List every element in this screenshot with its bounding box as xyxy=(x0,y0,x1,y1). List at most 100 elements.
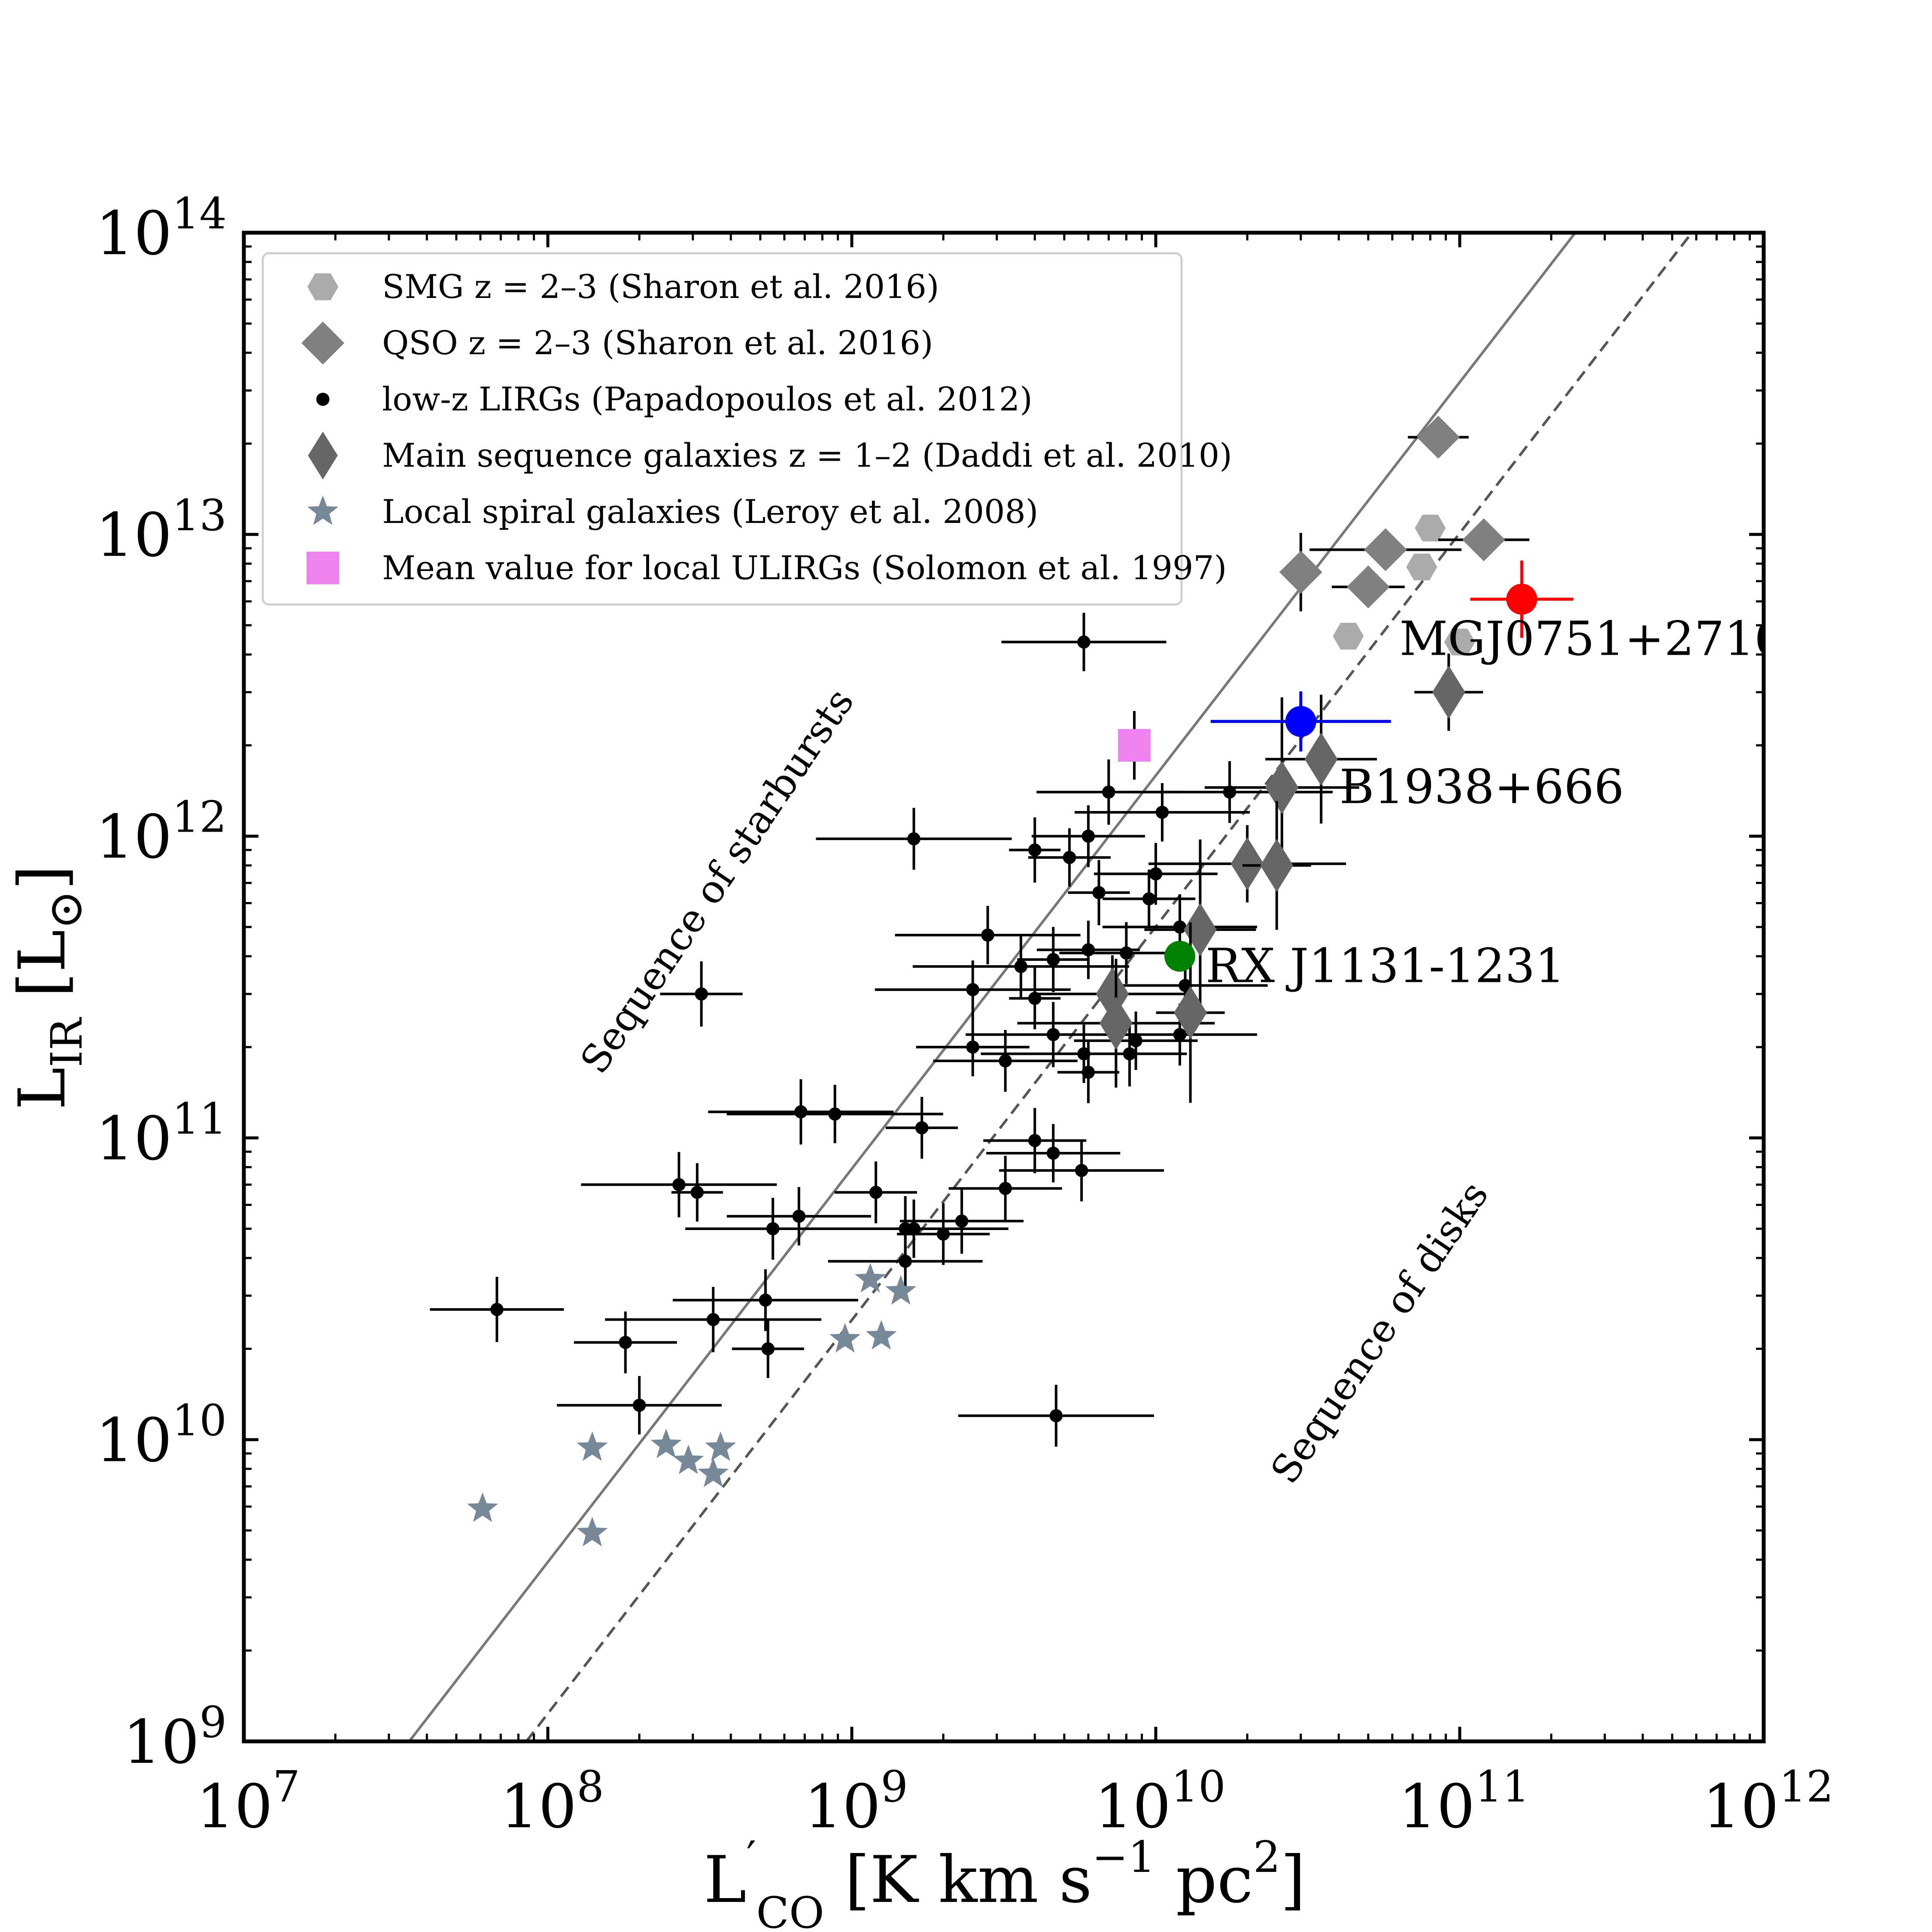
lowz-point-40 xyxy=(766,1222,780,1236)
starburst-sequence-line xyxy=(408,233,1577,1741)
lowz-point-21 xyxy=(966,1040,980,1054)
legend-label-1: QSO z = 2–3 (Sharon et al. 2016) xyxy=(382,324,933,362)
qso-point-4 xyxy=(1346,565,1390,609)
lowz-point-28 xyxy=(1173,1028,1187,1042)
ytick-label-5: 1014 xyxy=(96,188,227,269)
ytick-label-2: 1011 xyxy=(96,1094,227,1174)
legend-label-4: Local spiral galaxies (Leroy et al. 2008… xyxy=(382,492,1038,531)
xtick-label-4: 1011 xyxy=(1398,1762,1529,1842)
local-point-9 xyxy=(467,1492,498,1522)
lowz-point-46 xyxy=(759,1293,772,1307)
lowz-point-13 xyxy=(1014,960,1028,973)
main-point-5 xyxy=(1184,903,1217,957)
legend-box xyxy=(261,252,1183,606)
local-point-2 xyxy=(829,1323,861,1353)
xtick-label-2: 109 xyxy=(804,1762,908,1842)
lowz-point-39 xyxy=(792,1209,806,1223)
lowz-point-29 xyxy=(794,1105,808,1119)
mean-point-0 xyxy=(1118,729,1151,762)
lowz-point-18 xyxy=(966,983,980,996)
legend-marker-3 xyxy=(308,431,338,480)
lowz-point-50 xyxy=(490,1303,504,1316)
local-point-5 xyxy=(650,1428,682,1458)
xtick-label-5: 1012 xyxy=(1702,1762,1833,1842)
legend-marker-4 xyxy=(307,495,339,525)
main-point-1 xyxy=(1304,732,1338,786)
mgj07512716-point-0 xyxy=(1506,583,1537,615)
local-point-1 xyxy=(885,1275,917,1305)
label-rx-j1131-1231: RX J1131-1231 xyxy=(1206,938,1565,993)
legend-label-5: Mean value for local ULIRGs (Solomon et … xyxy=(382,549,1227,587)
lowz-point-1 xyxy=(907,832,920,846)
lowz-point-2 xyxy=(1028,843,1042,857)
legend-label-0: SMG z = 2–3 (Sharon et al. 2016) xyxy=(382,267,939,306)
lowz-point-11 xyxy=(1173,920,1187,934)
ytick-label-3: 1012 xyxy=(96,792,227,872)
lowz-point-10 xyxy=(1149,867,1163,881)
ytick-label-1: 1010 xyxy=(96,1395,227,1476)
legend-label-2: low-z LIRGs (Papadopoulos et al. 2012) xyxy=(382,380,1033,418)
lowz-point-36 xyxy=(690,1185,704,1199)
lowz-point-6 xyxy=(1155,805,1169,819)
legend-marker-5 xyxy=(307,552,339,584)
lowz-point-47 xyxy=(706,1313,720,1326)
lowz-point-33 xyxy=(1046,1146,1060,1160)
lowz-point-48 xyxy=(761,1342,775,1355)
lowz-point-43 xyxy=(936,1227,950,1241)
lowz-point-30 xyxy=(828,1107,841,1121)
xtick-label-3: 1010 xyxy=(1094,1762,1225,1842)
main-point-0 xyxy=(1432,665,1465,719)
qso-point-2 xyxy=(1462,518,1506,562)
lowz-point-7 xyxy=(1223,785,1236,799)
lowz-point-5 xyxy=(1102,785,1115,799)
lowz-point-26 xyxy=(1123,1047,1136,1060)
lowz-point-3 xyxy=(1063,851,1076,864)
smg-point-2 xyxy=(1333,623,1364,650)
main-point-8 xyxy=(1174,986,1207,1039)
qso-point-0 xyxy=(1417,416,1460,459)
lowz-point-25 xyxy=(1081,1066,1095,1079)
local-point-0 xyxy=(854,1263,886,1293)
local-point-8 xyxy=(698,1458,729,1487)
y-axis-label: LIR [L⊙] xyxy=(5,865,93,1110)
lowz-point-35 xyxy=(672,1178,686,1191)
xtick-label-0: 107 xyxy=(196,1762,300,1842)
main-point-2 xyxy=(1265,761,1299,814)
lowz-point-49 xyxy=(619,1336,632,1349)
lowz-point-45 xyxy=(899,1255,912,1268)
lowz-point-0 xyxy=(1077,635,1091,649)
axes-frame xyxy=(242,231,1766,1744)
main-point-4 xyxy=(1260,838,1294,892)
lowz-point-15 xyxy=(1081,943,1095,957)
legend-marker-0 xyxy=(307,273,338,301)
xtick-label-1: 108 xyxy=(500,1762,604,1842)
smg-point-1 xyxy=(1406,553,1437,580)
lowz-point-38 xyxy=(999,1182,1012,1195)
ytick-label-4: 1013 xyxy=(96,490,227,571)
lowz-point-52 xyxy=(1049,1409,1063,1422)
legend-marker-2 xyxy=(316,392,330,406)
main-point-7 xyxy=(1099,996,1133,1050)
qso-point-1 xyxy=(1364,528,1407,571)
lowz-point-17 xyxy=(1179,979,1192,992)
lowz-point-34 xyxy=(1075,1163,1088,1177)
lowz-point-16 xyxy=(1120,946,1133,960)
axes: 107 108 109 1010 1011 1012 109 1010 1011 1012 1013… xyxy=(5,188,1834,1932)
label-mgj0751-2716: MGJ0751+2716 xyxy=(1400,611,1785,666)
lowz-point-44 xyxy=(955,1214,969,1228)
local-point-3 xyxy=(866,1320,897,1350)
lowz-point-51 xyxy=(632,1398,646,1412)
lowz-point-32 xyxy=(1028,1134,1042,1147)
lowz-point-8 xyxy=(1092,886,1106,899)
lowz-point-37 xyxy=(869,1185,883,1199)
lowz-point-4 xyxy=(1081,829,1095,843)
local-point-10 xyxy=(577,1516,608,1546)
lowz-point-27 xyxy=(1129,1034,1142,1048)
main-point-3 xyxy=(1230,837,1264,890)
local-point-7 xyxy=(705,1431,736,1461)
smg-point-0 xyxy=(1415,514,1446,542)
lowz-point-14 xyxy=(1046,953,1060,966)
lowz-point-22 xyxy=(999,1054,1012,1068)
local-point-4 xyxy=(577,1431,608,1461)
local-point-6 xyxy=(673,1444,704,1474)
